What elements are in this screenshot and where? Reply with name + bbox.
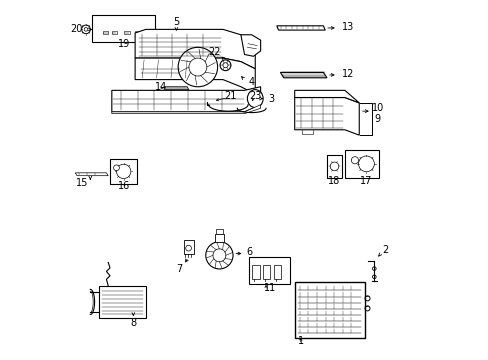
Text: 10: 10 (371, 103, 383, 113)
Polygon shape (112, 87, 260, 112)
Polygon shape (276, 26, 325, 30)
Polygon shape (294, 98, 359, 135)
Bar (112, 31, 117, 34)
Bar (102, 31, 108, 34)
Text: 23: 23 (248, 91, 261, 101)
Text: 15: 15 (76, 178, 88, 188)
Text: 13: 13 (342, 22, 354, 32)
Polygon shape (294, 90, 359, 103)
Polygon shape (75, 173, 108, 176)
Bar (99, 286, 145, 318)
Ellipse shape (220, 60, 230, 71)
Text: 17: 17 (359, 176, 371, 186)
Text: 6: 6 (246, 247, 252, 257)
Polygon shape (280, 72, 326, 78)
Bar (135, 31, 140, 34)
Text: 4: 4 (248, 77, 254, 87)
Bar (263, 265, 270, 279)
Bar (252, 265, 259, 279)
Text: 8: 8 (130, 319, 136, 328)
Bar (248, 257, 289, 284)
Text: 9: 9 (373, 114, 380, 124)
Text: 22: 22 (207, 46, 220, 57)
Bar (326, 155, 341, 178)
Bar (124, 31, 129, 34)
Bar (183, 240, 193, 253)
Ellipse shape (247, 90, 263, 108)
Text: 2: 2 (382, 245, 388, 255)
Text: 1: 1 (298, 336, 304, 346)
Ellipse shape (178, 47, 217, 87)
Polygon shape (135, 58, 255, 94)
Bar (344, 149, 378, 178)
Text: 18: 18 (328, 176, 340, 186)
Bar (110, 159, 137, 184)
Polygon shape (163, 87, 188, 90)
Ellipse shape (329, 162, 338, 171)
Bar (92, 15, 155, 42)
Ellipse shape (351, 157, 358, 164)
Bar (215, 234, 223, 242)
Text: 19: 19 (117, 40, 129, 49)
Text: 3: 3 (268, 94, 274, 104)
Ellipse shape (116, 164, 131, 179)
Ellipse shape (205, 242, 233, 269)
Bar (273, 265, 281, 279)
Polygon shape (241, 35, 260, 56)
Bar (294, 282, 364, 338)
Text: 14: 14 (154, 82, 166, 92)
Text: 20: 20 (70, 24, 82, 35)
Bar (215, 229, 223, 234)
Text: 7: 7 (176, 264, 182, 274)
Polygon shape (112, 105, 260, 114)
Text: 12: 12 (342, 69, 354, 79)
Ellipse shape (358, 156, 373, 172)
Text: 5: 5 (173, 17, 179, 27)
Text: 21: 21 (224, 91, 237, 101)
Text: 16: 16 (117, 181, 129, 191)
Text: 11: 11 (263, 283, 275, 293)
Polygon shape (135, 30, 255, 69)
Ellipse shape (113, 165, 119, 171)
